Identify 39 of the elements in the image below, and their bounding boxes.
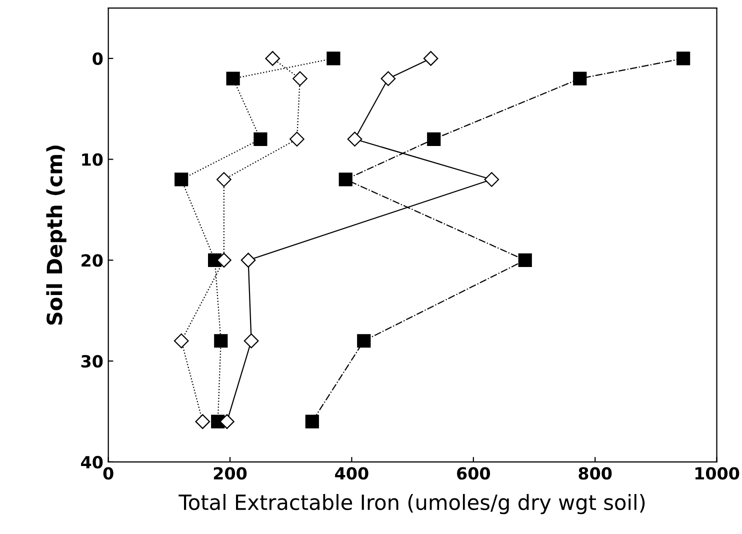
y-axis-title: Soil Depth (cm) <box>46 146 66 325</box>
y-tick-label: 30 <box>81 355 103 368</box>
x-tick-label: 200 <box>214 467 247 480</box>
point <box>676 52 690 66</box>
point <box>195 414 210 429</box>
point <box>226 72 240 86</box>
y-tick-label: 40 <box>81 456 103 468</box>
x-tick-label: 600 <box>457 467 490 480</box>
point <box>290 132 304 147</box>
point <box>265 51 280 66</box>
point <box>174 333 189 348</box>
x-tick-label: 800 <box>578 467 612 480</box>
point <box>484 172 500 187</box>
point <box>240 252 256 268</box>
point <box>220 414 234 429</box>
y-tick-label: 10 <box>82 153 103 166</box>
point <box>254 132 268 146</box>
y-tick-label: 20 <box>82 254 103 267</box>
point <box>244 333 259 348</box>
point <box>216 252 232 268</box>
y-tick-label: 0 <box>92 52 103 66</box>
x-axis-title: Total Extractable Iron (umoles/g dry wgt soil) <box>178 494 645 514</box>
point <box>305 414 319 428</box>
point <box>423 51 438 66</box>
point <box>326 52 340 66</box>
point <box>427 132 441 146</box>
point <box>292 71 308 86</box>
x-tick-label: 400 <box>335 467 368 480</box>
point <box>380 71 396 86</box>
x-tick-label: 0 <box>103 467 114 480</box>
point <box>347 132 362 147</box>
x-tick-label: 1000 <box>695 467 740 480</box>
point <box>338 172 352 186</box>
point <box>174 172 188 186</box>
point <box>573 72 587 86</box>
point <box>216 172 232 187</box>
point <box>214 334 228 348</box>
point <box>518 253 532 267</box>
point <box>357 334 371 348</box>
